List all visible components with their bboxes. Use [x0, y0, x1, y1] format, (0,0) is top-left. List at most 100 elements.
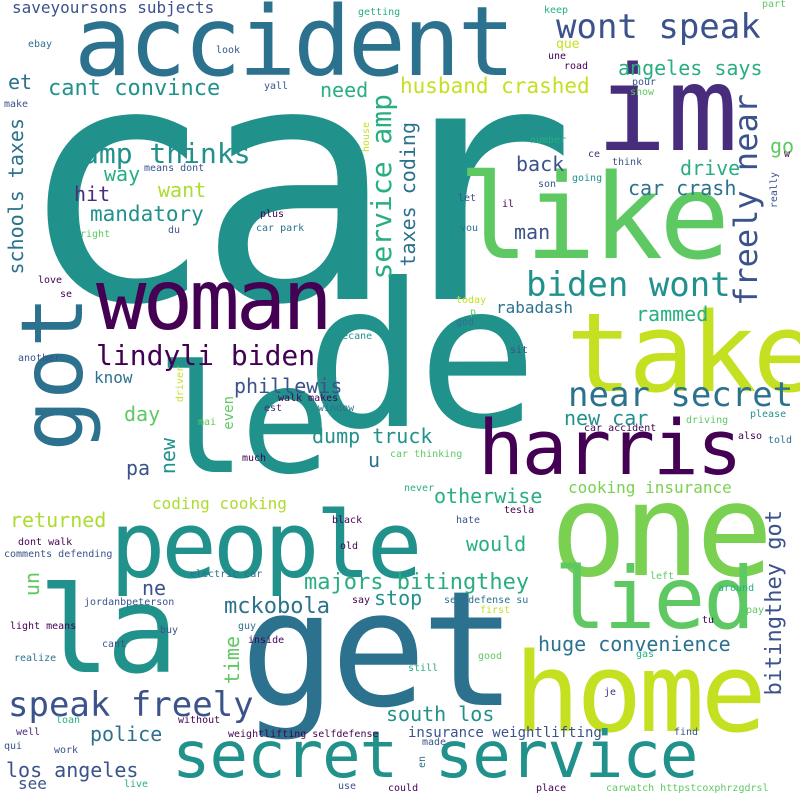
- word-south-los: south los: [386, 702, 495, 726]
- word-find: find: [674, 727, 699, 738]
- word-pour: pour: [632, 77, 657, 88]
- word-w: w: [784, 149, 791, 160]
- word-jordanbpeterson: jordanbpeterson: [84, 597, 175, 608]
- word-take: take: [566, 289, 800, 417]
- word-window: window: [318, 403, 355, 414]
- word-realize: realize: [14, 653, 57, 664]
- word-light-means: light means: [10, 621, 77, 632]
- word-je: je: [604, 687, 617, 698]
- word-ebay: ebay: [28, 39, 53, 50]
- word-saveyoursons-subjects: saveyoursons subjects: [12, 0, 215, 17]
- word-need: need: [320, 78, 369, 102]
- word-well: well: [16, 727, 41, 738]
- word-lindyli-biden: lindyli biden: [96, 339, 316, 372]
- word-hit: hit: [74, 182, 111, 206]
- word-en: en: [417, 756, 428, 769]
- word-keep: keep: [544, 5, 569, 16]
- word-la: la: [38, 562, 178, 701]
- word-dont-walk: dont walk: [18, 537, 73, 548]
- word-car-crash: car crash: [628, 176, 737, 200]
- word-help: help: [498, 127, 523, 138]
- word-mandatory: mandatory: [90, 202, 204, 226]
- word-mai: mai: [198, 417, 217, 428]
- word-pa: pa: [126, 456, 151, 480]
- word-house: house: [361, 122, 372, 153]
- word-loan: loan: [56, 715, 81, 726]
- word-work: work: [54, 745, 79, 756]
- word-ce: ce: [588, 149, 601, 160]
- word-ne: ne: [142, 576, 167, 600]
- word-could: could: [388, 783, 419, 794]
- word-speak-freely: speak freely: [8, 685, 254, 725]
- word-driver: driver: [175, 366, 186, 403]
- word-huge-convenience: huge convenience: [538, 632, 731, 656]
- word-would: would: [466, 532, 527, 556]
- word-new-car: new car: [564, 406, 649, 430]
- word-cant-convince: cant convince: [48, 76, 221, 101]
- word-los-angeles: los angeles: [6, 758, 139, 782]
- word-lied: lied: [554, 549, 755, 649]
- word-inside: inside: [248, 635, 285, 646]
- word-love: love: [38, 275, 63, 286]
- word-home: home: [514, 629, 767, 757]
- word-time: time: [220, 636, 244, 685]
- word-day: day: [124, 402, 161, 426]
- word-see: see: [18, 774, 47, 793]
- word-black: black: [332, 515, 363, 526]
- word-left: left: [650, 571, 675, 582]
- word-think: think: [612, 157, 643, 168]
- word-got: got: [3, 296, 103, 452]
- word-place: place: [536, 783, 567, 794]
- word-dump-truck: dump truck: [312, 424, 433, 448]
- word-qui: qui: [4, 741, 23, 752]
- word-walk-makes: walk makes: [278, 393, 339, 404]
- word-told: told: [768, 435, 793, 446]
- word-carwatch-httpstcoxphrzgdrsl: carwatch httpstcoxphrzgdrsl: [606, 783, 769, 794]
- word-angeles-says: angeles says: [618, 56, 763, 80]
- word-hate: hate: [456, 515, 481, 526]
- word-near-secret: near secret: [568, 375, 794, 415]
- word-tu: tu: [702, 615, 715, 626]
- word-coding-cooking: coding cooking: [152, 494, 287, 513]
- word-du: du: [168, 225, 181, 236]
- word-jayecane: jayecane: [324, 331, 373, 342]
- word-make: make: [4, 99, 29, 110]
- word-sit: sit: [510, 345, 529, 356]
- word-back: back: [516, 152, 565, 176]
- word-car: car: [16, 0, 576, 377]
- word-de: de: [305, 241, 538, 474]
- word-tesla: tesla: [504, 505, 535, 516]
- word-another: another: [18, 353, 61, 364]
- word-look: look: [216, 45, 241, 56]
- word-please: please: [750, 409, 787, 420]
- word-electric-car: electric car: [190, 569, 263, 580]
- word-right: right: [80, 229, 111, 240]
- word-harris: harris: [478, 403, 743, 492]
- word-secret-service: secret service: [172, 719, 698, 793]
- word-phillewis: phillewis: [234, 374, 343, 398]
- word-show: show: [630, 87, 655, 98]
- word-drive: drive: [680, 156, 741, 180]
- word-god: god: [456, 317, 475, 328]
- word-le: le: [156, 334, 331, 508]
- word-un: un: [20, 572, 44, 597]
- word-schools-taxes: schools taxes: [4, 118, 28, 275]
- word-old: old: [340, 541, 359, 552]
- word-amp-thinks: amp thinks: [82, 137, 251, 170]
- word-made: made: [422, 737, 447, 748]
- word-much: much: [242, 453, 267, 464]
- word-cant: cant: [102, 639, 127, 650]
- word-rabadash: rabadash: [496, 298, 574, 317]
- word-going: going: [572, 173, 603, 184]
- word-husband-crashed: husband crashed: [400, 74, 590, 98]
- word-live: live: [124, 779, 149, 790]
- word-cooking-insurance: cooking insurance: [568, 478, 732, 497]
- word-say: say: [352, 595, 371, 606]
- word-number: number: [530, 135, 567, 146]
- word-without: without: [178, 715, 221, 726]
- word-good: good: [478, 651, 503, 662]
- word-part: part: [762, 0, 787, 10]
- word-majors-bitingthey: majors bitingthey: [304, 570, 530, 595]
- word-new: new: [156, 438, 180, 475]
